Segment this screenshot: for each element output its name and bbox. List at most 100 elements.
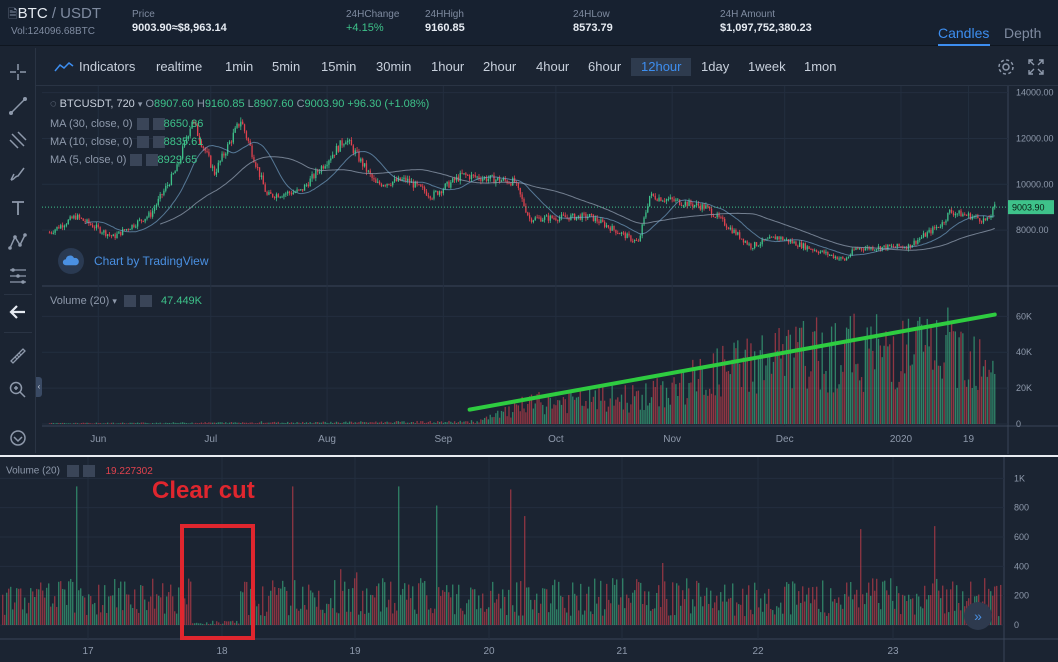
candle-body xyxy=(356,150,358,152)
fullscreen-button[interactable] xyxy=(1026,57,1046,77)
volume-bar xyxy=(642,603,644,625)
volume-bar xyxy=(600,580,602,625)
volume-bar xyxy=(348,588,350,625)
volume-close-icon[interactable] xyxy=(139,295,152,308)
candle-body xyxy=(371,173,373,179)
back-tool[interactable] xyxy=(6,300,30,324)
volume-bar xyxy=(526,587,528,625)
interval-4hour[interactable]: 4hour xyxy=(536,59,570,74)
volume-bar xyxy=(377,422,379,424)
candle-body xyxy=(324,166,326,169)
scroll-to-realtime-button[interactable]: » xyxy=(964,602,992,630)
volume-detail-chart[interactable]: 1K 800 600 400 200 0 17 18 19 20 21 22 23 Volume (20… xyxy=(0,455,1058,662)
volume-bar xyxy=(643,410,645,424)
measure-tool[interactable] xyxy=(6,264,30,288)
interval-1min[interactable]: 1min xyxy=(225,59,254,74)
candle-body xyxy=(380,183,383,187)
volume-bar xyxy=(192,623,194,625)
volume-bar xyxy=(148,601,150,625)
indicators-button[interactable]: Indicators xyxy=(54,58,135,76)
volume-bar xyxy=(108,596,110,625)
pair-title[interactable]: 🗎BTC / USDT xyxy=(8,5,101,26)
settings-button[interactable] xyxy=(996,57,1016,77)
ma10-settings-icon[interactable] xyxy=(136,136,149,149)
tradingview-badge[interactable]: Chart by TradingView xyxy=(58,248,209,274)
interval-2hour[interactable]: 2hour xyxy=(483,59,517,74)
volume-bar xyxy=(808,587,810,625)
volume-bar xyxy=(369,422,371,424)
interval-1week[interactable]: 1week xyxy=(748,59,786,74)
volume-bar xyxy=(457,422,460,424)
candle-body xyxy=(429,196,431,199)
ruler-tool[interactable] xyxy=(6,344,30,368)
lower-close-icon[interactable] xyxy=(82,465,95,477)
volume-bar xyxy=(328,604,330,625)
price-volume-svg[interactable]: Jun Jul Aug Sep Oct Nov Dec 2020 1914000.0012000… xyxy=(42,86,1058,454)
interval-15min[interactable]: 15min xyxy=(321,59,357,74)
ma30-close-icon[interactable] xyxy=(152,118,165,131)
volume-settings-icon[interactable] xyxy=(123,295,136,308)
ma5-label: MA (5, close, 0) xyxy=(50,154,127,166)
volume-bar xyxy=(157,423,159,424)
interval-6hour[interactable]: 6hour xyxy=(588,59,622,74)
volume-bar xyxy=(618,604,620,625)
legend-caret-icon[interactable]: ▾ xyxy=(137,99,143,109)
candle-body xyxy=(892,245,895,247)
volume-bar xyxy=(502,589,504,625)
volume-bar xyxy=(78,423,81,425)
volume-bar xyxy=(918,596,920,625)
volume-bar xyxy=(768,588,770,625)
interval-5min[interactable]: 5min xyxy=(272,59,301,74)
text-tool[interactable] xyxy=(6,196,30,220)
candle-body xyxy=(465,173,467,175)
tab-candles[interactable]: Candles xyxy=(938,25,990,41)
volume-bar xyxy=(670,615,672,625)
interval-1mon[interactable]: 1mon xyxy=(804,59,837,74)
interval-12hour[interactable]: 12hour xyxy=(631,58,692,76)
magnet-tool[interactable] xyxy=(6,426,30,450)
interval-realtime[interactable]: realtime xyxy=(156,59,203,74)
interval-1hour[interactable]: 1hour xyxy=(431,59,465,74)
zoom-tool[interactable] xyxy=(6,378,30,402)
crosshair-tool[interactable] xyxy=(6,60,30,84)
brush-tool[interactable] xyxy=(6,162,30,186)
volume-bar xyxy=(660,606,662,625)
pattern-tool[interactable] xyxy=(6,230,30,254)
volume-bar xyxy=(210,623,212,625)
candle-body xyxy=(845,257,848,261)
candle-body xyxy=(573,213,576,220)
volume-caret-icon[interactable]: ▾ xyxy=(112,296,117,306)
candle-body xyxy=(660,197,662,202)
interval-1day[interactable]: 1day xyxy=(701,59,730,74)
pitchfork-tool[interactable] xyxy=(6,128,30,152)
volume-bar xyxy=(930,327,932,424)
volume-bar xyxy=(326,422,328,424)
volume-bar xyxy=(223,422,225,424)
candle-body xyxy=(305,184,308,186)
volume-bar xyxy=(724,584,726,625)
trendline-tool[interactable] xyxy=(6,94,30,118)
tab-depth[interactable]: Depth xyxy=(1004,25,1042,41)
volume-bar xyxy=(12,609,14,625)
price-chart[interactable]: Jun Jul Aug Sep Oct Nov Dec 2020 19 14000.00 12000… xyxy=(42,86,1058,454)
volume-bar xyxy=(844,594,846,625)
volume-bar xyxy=(994,586,996,625)
legend-high: 9160.85 xyxy=(204,98,245,110)
ma5-settings-icon[interactable] xyxy=(130,154,143,167)
ma5-close-icon[interactable] xyxy=(146,154,159,167)
toolbar-collapse-button[interactable]: ‹ xyxy=(36,377,42,397)
volume-bar xyxy=(906,601,908,625)
candle-body xyxy=(138,219,141,221)
volume-bar xyxy=(140,422,143,424)
interval-30min[interactable]: 30min xyxy=(376,59,412,74)
volume-bar xyxy=(88,422,90,424)
lower-settings-icon[interactable] xyxy=(66,465,79,477)
ma30-settings-icon[interactable] xyxy=(136,118,149,131)
volume-bar xyxy=(814,599,816,625)
volume-bar xyxy=(460,608,462,625)
change-label: 24HChange xyxy=(346,9,400,20)
volume-bar xyxy=(836,602,838,625)
volume-bar xyxy=(502,411,505,424)
ma10-close-icon[interactable] xyxy=(152,136,165,149)
